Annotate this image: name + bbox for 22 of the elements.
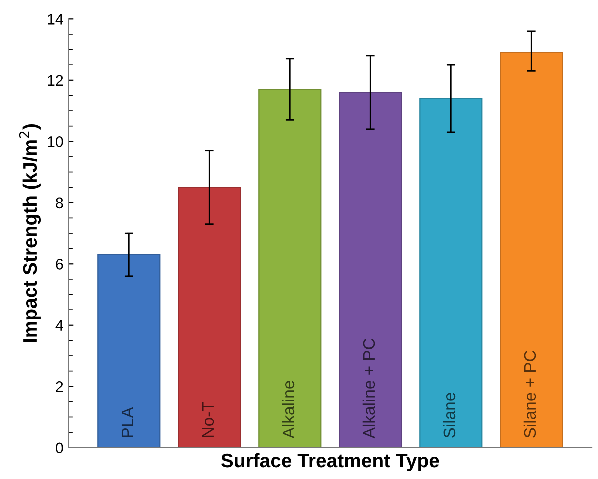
y-tick-label: 14 [48, 14, 64, 25]
y-tick-label: 8 [56, 198, 64, 209]
y-tick-label: 4 [56, 320, 64, 331]
y-tick-label: 6 [56, 259, 64, 270]
x-tick-label: Silane [443, 393, 456, 438]
y-axis-title: Impact Strength (kJ/m$^{2}$) [19, 124, 42, 342]
x-tick-label: Alkaline [282, 381, 295, 439]
x-tick-label: Silane + PC [524, 350, 536, 438]
bar [98, 254, 161, 448]
bar [258, 89, 322, 448]
y-tick-label: 2 [56, 381, 64, 392]
x-tick-label: No-T [202, 402, 214, 438]
x-axis-title: Surface Treatment Type [221, 453, 440, 472]
bar [500, 52, 564, 448]
y-tick-label: 0 [56, 442, 64, 454]
x-tick-label: PLA [122, 407, 134, 438]
x-tick-label: Alkaline + PC [362, 338, 376, 439]
bar [339, 92, 402, 448]
bar [420, 98, 483, 448]
y-tick-label: 12 [48, 75, 64, 86]
y-tick-label: 10 [48, 136, 64, 148]
bar [178, 187, 242, 448]
